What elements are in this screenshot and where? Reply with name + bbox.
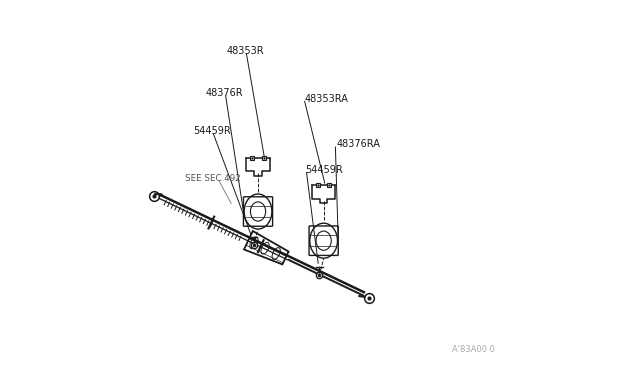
Text: 48353RA: 48353RA <box>305 93 349 103</box>
Text: 54459R: 54459R <box>193 126 231 136</box>
Text: 54459R: 54459R <box>305 164 343 174</box>
Text: 48376RA: 48376RA <box>337 139 380 149</box>
Text: 48353R: 48353R <box>227 46 265 56</box>
Text: 48376R: 48376R <box>205 88 243 98</box>
Text: SEE SEC.492: SEE SEC.492 <box>185 174 241 183</box>
Text: A'83A00 0: A'83A00 0 <box>452 345 495 354</box>
